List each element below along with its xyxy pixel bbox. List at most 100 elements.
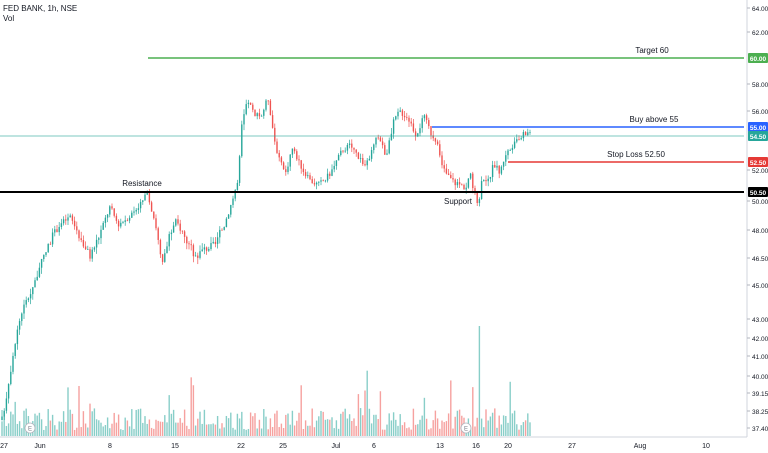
candle-body	[478, 199, 481, 204]
candle-body	[135, 209, 137, 212]
candle-body	[18, 321, 21, 330]
volume-bar	[529, 422, 531, 436]
candle-body	[223, 227, 225, 230]
volume-bar	[62, 411, 65, 436]
candle-body	[351, 143, 353, 148]
volume-bar	[49, 420, 52, 436]
candle-body	[441, 155, 443, 166]
y-tick-label: 37.40	[752, 426, 768, 433]
volume-bar	[212, 423, 214, 436]
candle-body	[210, 243, 212, 250]
candle-body	[362, 158, 364, 165]
volume-bar	[223, 427, 225, 436]
price-tag-target	[748, 53, 768, 63]
volume-bar	[309, 425, 311, 436]
candle-body	[230, 204, 232, 215]
candle-body	[485, 180, 487, 182]
volume-bar	[172, 409, 175, 436]
volume-bar	[445, 421, 448, 436]
candle-body	[109, 206, 111, 215]
volume-bar	[478, 326, 481, 436]
volume-bar	[106, 417, 109, 436]
volume-bar	[144, 416, 146, 436]
volume-bar	[168, 395, 170, 436]
candle-body	[258, 113, 261, 117]
x-tick-label: Jul	[332, 443, 341, 450]
candle-body	[263, 109, 265, 116]
candle-body	[54, 229, 56, 233]
volume-bar	[54, 425, 56, 436]
volume-bar	[47, 409, 49, 436]
candle-body	[322, 180, 324, 182]
candle-body	[208, 249, 210, 251]
candle-body	[267, 100, 269, 102]
volume-bar	[498, 415, 500, 436]
candle-body	[225, 218, 228, 228]
candle-body	[458, 182, 461, 185]
candle-body	[498, 165, 500, 174]
candle-body	[463, 184, 465, 190]
volume-bar	[3, 416, 5, 436]
volume-bar	[456, 410, 459, 436]
candle-body	[513, 141, 516, 148]
candle-body	[71, 215, 74, 221]
volume-bar	[139, 408, 142, 436]
volume-bar	[315, 420, 318, 436]
volume-bar	[126, 420, 129, 436]
volume-bar	[311, 408, 313, 436]
candle-body	[300, 160, 302, 169]
volume-bar	[186, 425, 188, 436]
candle-body	[269, 100, 272, 116]
candle-body	[302, 168, 305, 173]
volume-bar	[522, 422, 525, 436]
y-tick-label: 41.00	[752, 354, 768, 361]
candle-body	[518, 139, 520, 141]
candle-body	[126, 220, 129, 222]
candle-body	[293, 148, 296, 152]
volume-bar	[318, 416, 320, 436]
volume-bar	[234, 429, 236, 436]
volume-bar	[271, 427, 274, 436]
y-tick-label: 62.00	[752, 30, 768, 37]
volume-bar	[267, 429, 269, 436]
volume-bar	[161, 421, 164, 436]
volume-bar	[256, 428, 258, 436]
volume-bar	[474, 426, 476, 436]
candle-body	[529, 132, 531, 134]
candle-body	[122, 221, 124, 223]
volume-bar	[65, 421, 67, 436]
candle-body	[483, 180, 485, 182]
volume-bar	[353, 418, 355, 436]
candle-body	[443, 165, 445, 169]
volume-bar	[45, 426, 47, 436]
volume-bar	[190, 377, 192, 436]
volume-bar	[472, 387, 474, 436]
candle-body	[197, 255, 199, 258]
volume-bar	[285, 414, 287, 436]
candle-body	[355, 149, 357, 153]
volume-bar	[502, 415, 505, 436]
candle-body	[194, 255, 197, 257]
volume-bar	[203, 409, 206, 436]
candle-body	[80, 238, 82, 241]
candle-body	[454, 179, 456, 186]
volume-bar	[388, 413, 390, 436]
volume-bar	[307, 425, 309, 436]
volume-bar	[56, 429, 58, 436]
candle-body	[7, 384, 10, 399]
earnings-marker-icon[interactable]	[460, 422, 472, 434]
annotation-label: Resistance	[122, 179, 162, 188]
volume-bar	[524, 420, 527, 436]
volume-bar	[38, 412, 41, 436]
candle-body	[142, 200, 144, 202]
volume-bar	[73, 429, 76, 436]
volume-bar	[113, 412, 115, 436]
candle-body	[236, 182, 239, 191]
earnings-marker-icon[interactable]	[24, 422, 36, 434]
volume-bar	[104, 425, 107, 436]
volume-bar	[25, 408, 27, 436]
candle-body	[177, 219, 179, 224]
candle-body	[27, 298, 30, 301]
candle-body	[106, 214, 109, 218]
